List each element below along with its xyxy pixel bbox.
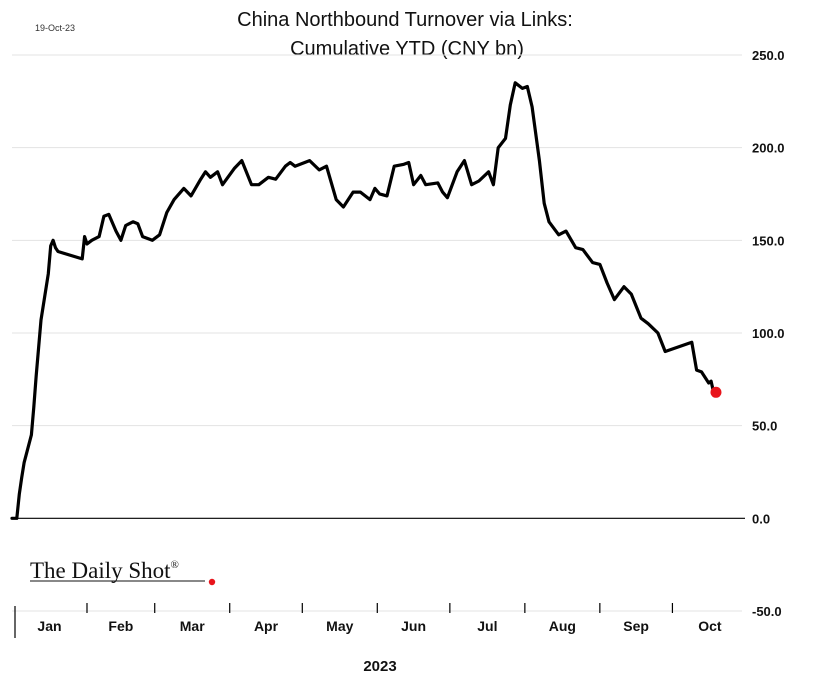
series-layer (10, 81, 722, 520)
series-line (10, 81, 718, 520)
x-tick-label: Mar (180, 618, 205, 634)
date-stamp: 19-Oct-23 (35, 23, 75, 33)
x-tick-label: Jul (477, 618, 497, 634)
chart-title-line-1: China Northbound Turnover via Links: (237, 9, 573, 31)
x-tick-label: Feb (108, 618, 133, 634)
y-tick-label: -50.0 (752, 604, 782, 619)
x-axis: Jan Feb Mar Apr May Jun Jul Aug Sep Oct (12, 517, 745, 638)
y-tick-label: 200.0 (752, 141, 785, 156)
chart-title-line-2: Cumulative YTD (CNY bn) (290, 38, 524, 60)
brand-red-dot (208, 578, 216, 586)
last-value-marker (710, 386, 722, 398)
y-tick-label: 250.0 (752, 48, 785, 63)
brand-name: The Daily Shot (30, 558, 171, 583)
y-tick-label: 0.0 (752, 511, 770, 526)
x-tick-label: Sep (623, 618, 649, 634)
x-tick-label: Jun (401, 618, 426, 634)
x-axis-title: 2023 (363, 658, 396, 675)
x-tick-label: Apr (254, 618, 279, 634)
chart-title: China Northbound Turnover via Links: Cum… (237, 9, 573, 60)
x-tick-label: Aug (549, 618, 576, 634)
y-tick-label: 100.0 (752, 326, 785, 341)
brand-logo: The Daily Shot® (22, 548, 227, 588)
y-axis-tick-labels: 250.0 200.0 150.0 100.0 50.0 0.0 -50.0 (752, 48, 785, 619)
brand-logo-text: The Daily Shot® (30, 558, 179, 583)
y-tick-label: 150.0 (752, 233, 785, 248)
x-tick-label: Jan (37, 618, 61, 634)
x-axis-ticks: Jan Feb Mar Apr May Jun Jul Aug Sep Oct (14, 603, 722, 638)
brand-registered-mark: ® (171, 559, 179, 571)
x-tick-label: May (326, 618, 353, 634)
x-tick-label: Oct (698, 618, 722, 634)
gridlines (12, 54, 742, 612)
y-tick-label: 50.0 (752, 419, 777, 434)
